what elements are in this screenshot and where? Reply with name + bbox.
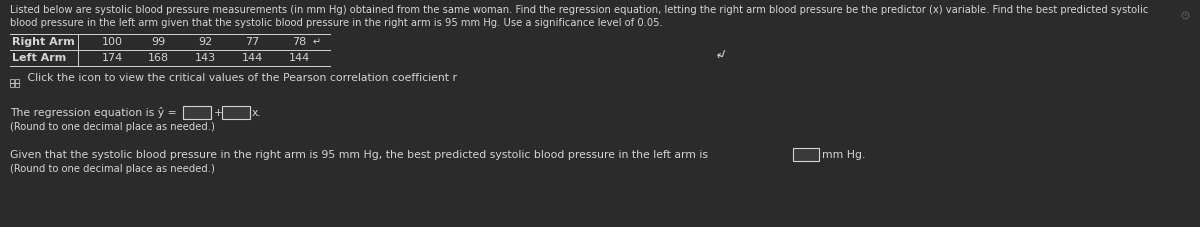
- Text: 168: 168: [148, 53, 168, 63]
- Text: 78: 78: [292, 37, 306, 47]
- Text: 143: 143: [194, 53, 216, 63]
- Bar: [14, 83, 18, 87]
- Text: Click the icon to view the critical values of the Pearson correlation coefficien: Click the icon to view the critical valu…: [24, 73, 457, 83]
- Text: ↵: ↵: [313, 37, 322, 47]
- Text: 100: 100: [102, 37, 122, 47]
- Text: ⚙: ⚙: [1180, 10, 1190, 23]
- Text: x.: x.: [252, 108, 262, 118]
- Text: 99: 99: [151, 37, 166, 47]
- Text: 174: 174: [101, 53, 122, 63]
- Text: (Round to one decimal place as needed.): (Round to one decimal place as needed.): [10, 164, 215, 174]
- Bar: [222, 106, 250, 119]
- Text: +: +: [214, 108, 223, 118]
- Text: (Round to one decimal place as needed.): (Round to one decimal place as needed.): [10, 122, 215, 132]
- Text: mm Hg.: mm Hg.: [822, 150, 865, 160]
- Bar: [10, 79, 14, 82]
- Bar: [182, 106, 211, 119]
- Text: 77: 77: [245, 37, 259, 47]
- Bar: [14, 79, 18, 82]
- Text: 92: 92: [198, 37, 212, 47]
- Text: 144: 144: [288, 53, 310, 63]
- Text: The regression equation is ŷ =: The regression equation is ŷ =: [10, 108, 176, 118]
- Text: Listed below are systolic blood pressure measurements (in mm Hg) obtained from t: Listed below are systolic blood pressure…: [10, 5, 1148, 15]
- Bar: [10, 83, 14, 87]
- Text: Left Arm: Left Arm: [12, 53, 66, 63]
- Text: ↲: ↲: [713, 47, 727, 63]
- Text: blood pressure in the left arm given that the systolic blood pressure in the rig: blood pressure in the left arm given tha…: [10, 18, 662, 28]
- Text: Right Arm: Right Arm: [12, 37, 74, 47]
- Bar: [793, 148, 818, 161]
- Text: Given that the systolic blood pressure in the right arm is 95 mm Hg, the best pr: Given that the systolic blood pressure i…: [10, 150, 708, 160]
- Text: 144: 144: [241, 53, 263, 63]
